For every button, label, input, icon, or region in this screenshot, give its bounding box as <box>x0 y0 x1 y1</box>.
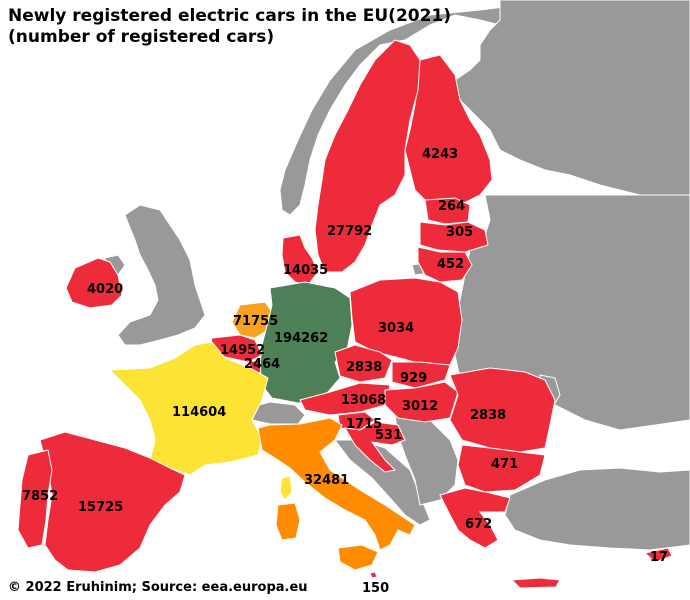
map-subtitle: (number of registered cars) <box>8 27 275 47</box>
value-finland: 4243 <box>422 147 458 162</box>
value-spain: 15725 <box>78 500 123 515</box>
serbia-macedonia <box>394 414 459 506</box>
country-corsica <box>279 475 293 501</box>
switzerland <box>247 401 306 425</box>
value-labels: 4243 264 305 452 27792 14035 4020 71755 … <box>22 147 668 596</box>
value-estonia: 264 <box>438 199 465 214</box>
country-france <box>108 341 269 476</box>
map-title: Newly registered electric cars in the EU… <box>8 6 452 26</box>
country-cyprus <box>643 547 673 563</box>
value-denmark: 14035 <box>283 263 328 278</box>
country-malta <box>369 571 378 579</box>
value-france: 114604 <box>172 405 226 420</box>
value-slovakia: 929 <box>400 371 427 386</box>
value-romania: 2838 <box>470 408 506 423</box>
value-malta: 150 <box>362 581 389 596</box>
value-croatia: 531 <box>375 428 402 443</box>
value-latvia: 305 <box>446 225 473 240</box>
country-hungary <box>384 381 459 423</box>
value-lithuania: 452 <box>437 257 464 272</box>
country-ireland <box>65 257 123 309</box>
country-italy <box>257 417 416 551</box>
value-ireland: 4020 <box>87 282 123 297</box>
value-czechia: 2838 <box>346 360 382 375</box>
country-czechia <box>334 344 393 383</box>
value-italy: 32481 <box>304 473 349 488</box>
value-hungary: 3012 <box>402 399 438 414</box>
country-sardinia <box>275 502 301 541</box>
country-netherlands <box>231 301 273 339</box>
value-cyprus: 17 <box>650 550 668 565</box>
country-lithuania <box>417 246 473 283</box>
country-crete <box>510 577 561 589</box>
value-germany: 194262 <box>274 331 328 346</box>
value-austria: 13068 <box>341 393 386 408</box>
value-portugal: 7852 <box>22 489 58 504</box>
value-luxembourg: 2464 <box>244 357 280 372</box>
value-netherlands: 71755 <box>233 314 278 329</box>
country-sicily <box>337 544 379 571</box>
value-belgium: 14952 <box>220 343 265 358</box>
eu-countries <box>17 39 673 589</box>
country-poland <box>349 277 463 366</box>
value-slovenia: 1715 <box>346 417 382 432</box>
country-denmark <box>281 234 319 286</box>
country-latvia <box>419 221 489 253</box>
balkans-west <box>334 439 431 526</box>
value-sweden: 27792 <box>327 224 372 239</box>
country-sweden <box>314 39 421 273</box>
country-spain <box>39 431 186 573</box>
turkey <box>504 467 690 551</box>
country-croatia <box>344 421 406 473</box>
value-greece: 672 <box>465 517 492 532</box>
country-portugal <box>17 449 53 549</box>
country-greece <box>439 487 511 549</box>
country-slovakia <box>391 361 451 389</box>
value-poland: 3034 <box>378 321 414 336</box>
value-bulgaria: 471 <box>491 457 518 472</box>
great-britain <box>117 204 206 346</box>
country-romania <box>449 367 556 453</box>
source-credit: © 2022 Eruhinim; Source: eea.europa.eu <box>8 580 308 595</box>
russia-north <box>454 0 690 201</box>
country-bulgaria <box>457 444 546 493</box>
